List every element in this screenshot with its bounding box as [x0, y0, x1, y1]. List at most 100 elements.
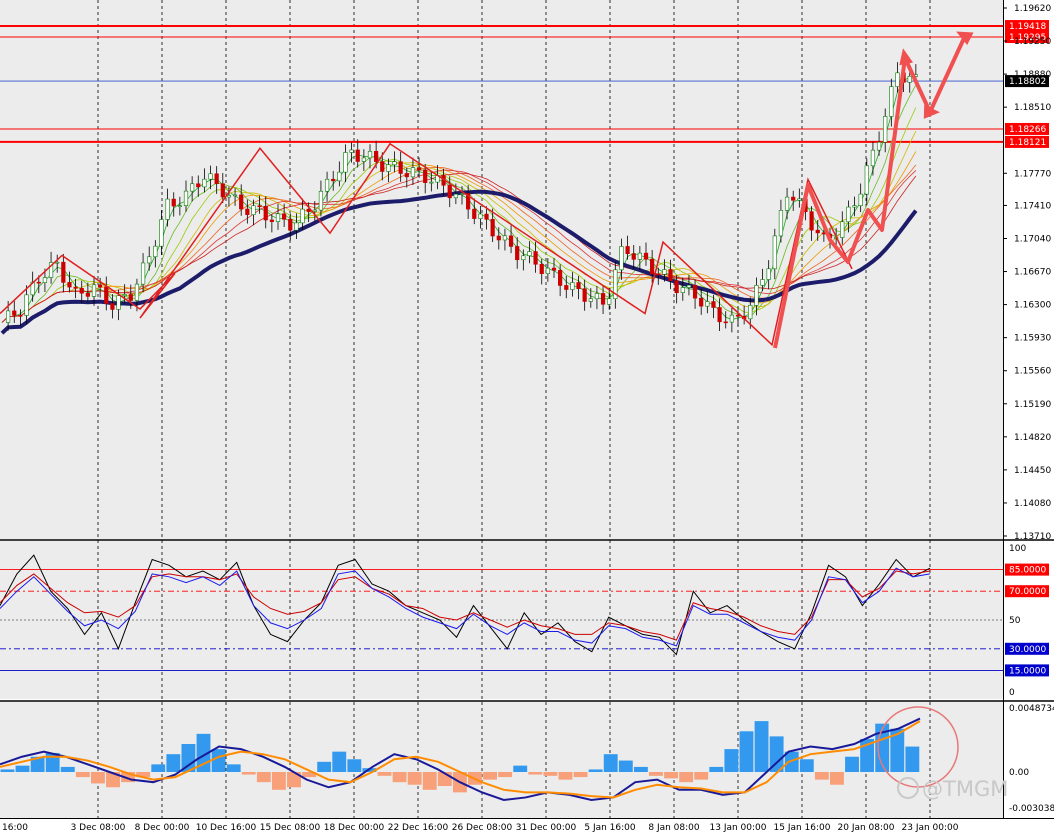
candle-body — [674, 280, 679, 293]
macd-bar — [754, 721, 769, 772]
candle-body — [582, 288, 587, 302]
time-axis-labels: 16:00 3 Dec 08:00 8 Dec 00:00 10 Dec 16:00 1… — [2, 823, 959, 833]
candle-body — [300, 208, 305, 224]
current-price-label: 1.18802 — [1009, 77, 1046, 87]
macd-bar — [407, 772, 422, 785]
candle-body — [686, 284, 692, 288]
price-label: 1.14080 — [1014, 499, 1051, 509]
candle-body — [79, 287, 84, 294]
price-label: 1.15560 — [1014, 367, 1051, 377]
candle-body — [67, 282, 72, 288]
candle-body — [214, 173, 219, 184]
price-label: 1.16300 — [1014, 301, 1051, 311]
osc-axis-label: 0 — [1009, 688, 1015, 698]
macd-bar — [769, 736, 784, 772]
osc-level-label: 70.0000 — [1009, 587, 1046, 597]
candle-body — [202, 178, 207, 188]
macd-bar — [694, 772, 709, 780]
candle-body — [754, 284, 759, 306]
macd-bar — [317, 761, 332, 772]
time-label: 31 Dec 00:00 — [516, 823, 577, 833]
candle-body — [760, 279, 765, 286]
candle-body — [355, 149, 360, 162]
candle-body — [404, 173, 409, 178]
candle-body — [423, 169, 428, 183]
price-label: 1.18510 — [1014, 103, 1051, 113]
macd-bar — [211, 749, 226, 772]
candle-body — [165, 198, 170, 220]
macd-bar — [814, 772, 829, 780]
price-level-label: 1.19295 — [1009, 33, 1046, 43]
price-label: 1.13710 — [1014, 532, 1051, 542]
candle-body — [870, 149, 876, 167]
candle-body — [705, 301, 710, 307]
candle-body — [791, 196, 796, 201]
price-panel[interactable] — [0, 0, 1003, 539]
candle-body — [269, 219, 274, 222]
osc-line — [0, 570, 931, 641]
candle-body — [600, 293, 606, 305]
candle-body — [613, 269, 618, 300]
candle-body — [416, 167, 422, 171]
candle-body — [723, 321, 728, 324]
osc-line — [0, 567, 931, 647]
candle-body — [459, 193, 465, 195]
candle-body — [171, 198, 176, 207]
candle-body — [24, 294, 29, 316]
candle-body — [239, 194, 244, 210]
candle-body — [447, 184, 452, 199]
zigzag-lines — [0, 142, 853, 347]
macd-bar — [302, 772, 317, 778]
candle-body — [257, 205, 262, 208]
candle-body — [650, 258, 655, 275]
candle-body — [190, 183, 195, 192]
vertical-grid — [97, 0, 931, 818]
candle-body — [656, 273, 661, 276]
macd-bar — [377, 772, 392, 776]
price-label: 1.17410 — [1014, 201, 1051, 211]
price-label: 1.18880 — [1014, 70, 1051, 80]
time-label: 3 Dec 08:00 — [71, 823, 126, 833]
macd-bar — [588, 769, 603, 772]
ma-line — [1, 107, 917, 323]
candle-body — [711, 301, 716, 308]
candle-body — [98, 284, 103, 288]
candle-body — [778, 210, 784, 237]
candle-body — [42, 277, 48, 283]
macd-bar — [558, 772, 573, 780]
arrow-head-icon — [923, 104, 940, 119]
time-label: 23 Jan 00:00 — [902, 823, 959, 833]
candle-body — [91, 284, 97, 297]
candle-body — [564, 285, 569, 290]
osc-level-tag — [1005, 585, 1049, 598]
macd-bar — [724, 749, 739, 772]
macd-bar — [890, 728, 905, 772]
macd-bar — [226, 764, 241, 772]
osc-level-label: 85.0000 — [1009, 566, 1046, 576]
candle-body — [607, 298, 612, 305]
candle-body — [226, 195, 232, 198]
candle-body — [232, 194, 238, 197]
macd-bar — [633, 766, 648, 772]
candle-body — [864, 165, 869, 195]
macd-bar — [709, 766, 724, 772]
candle-body — [815, 229, 820, 234]
candle-body — [551, 267, 557, 271]
arrow-head-icon — [956, 31, 974, 45]
time-label: 18 Dec 00:00 — [324, 823, 385, 833]
candle-body — [748, 304, 753, 320]
candle-body — [772, 235, 777, 270]
candle-body — [318, 190, 324, 211]
candle-body — [521, 255, 526, 261]
macd-bar — [271, 772, 286, 790]
candle-body — [895, 72, 900, 87]
macd-bar — [166, 754, 181, 772]
candle-body — [153, 245, 158, 258]
arrow-head-icon — [899, 48, 914, 66]
candle-body — [196, 183, 201, 188]
candle-body — [735, 314, 741, 317]
candle-body — [539, 263, 544, 274]
candle-body — [6, 310, 11, 323]
price-label: 1.14450 — [1014, 466, 1051, 476]
